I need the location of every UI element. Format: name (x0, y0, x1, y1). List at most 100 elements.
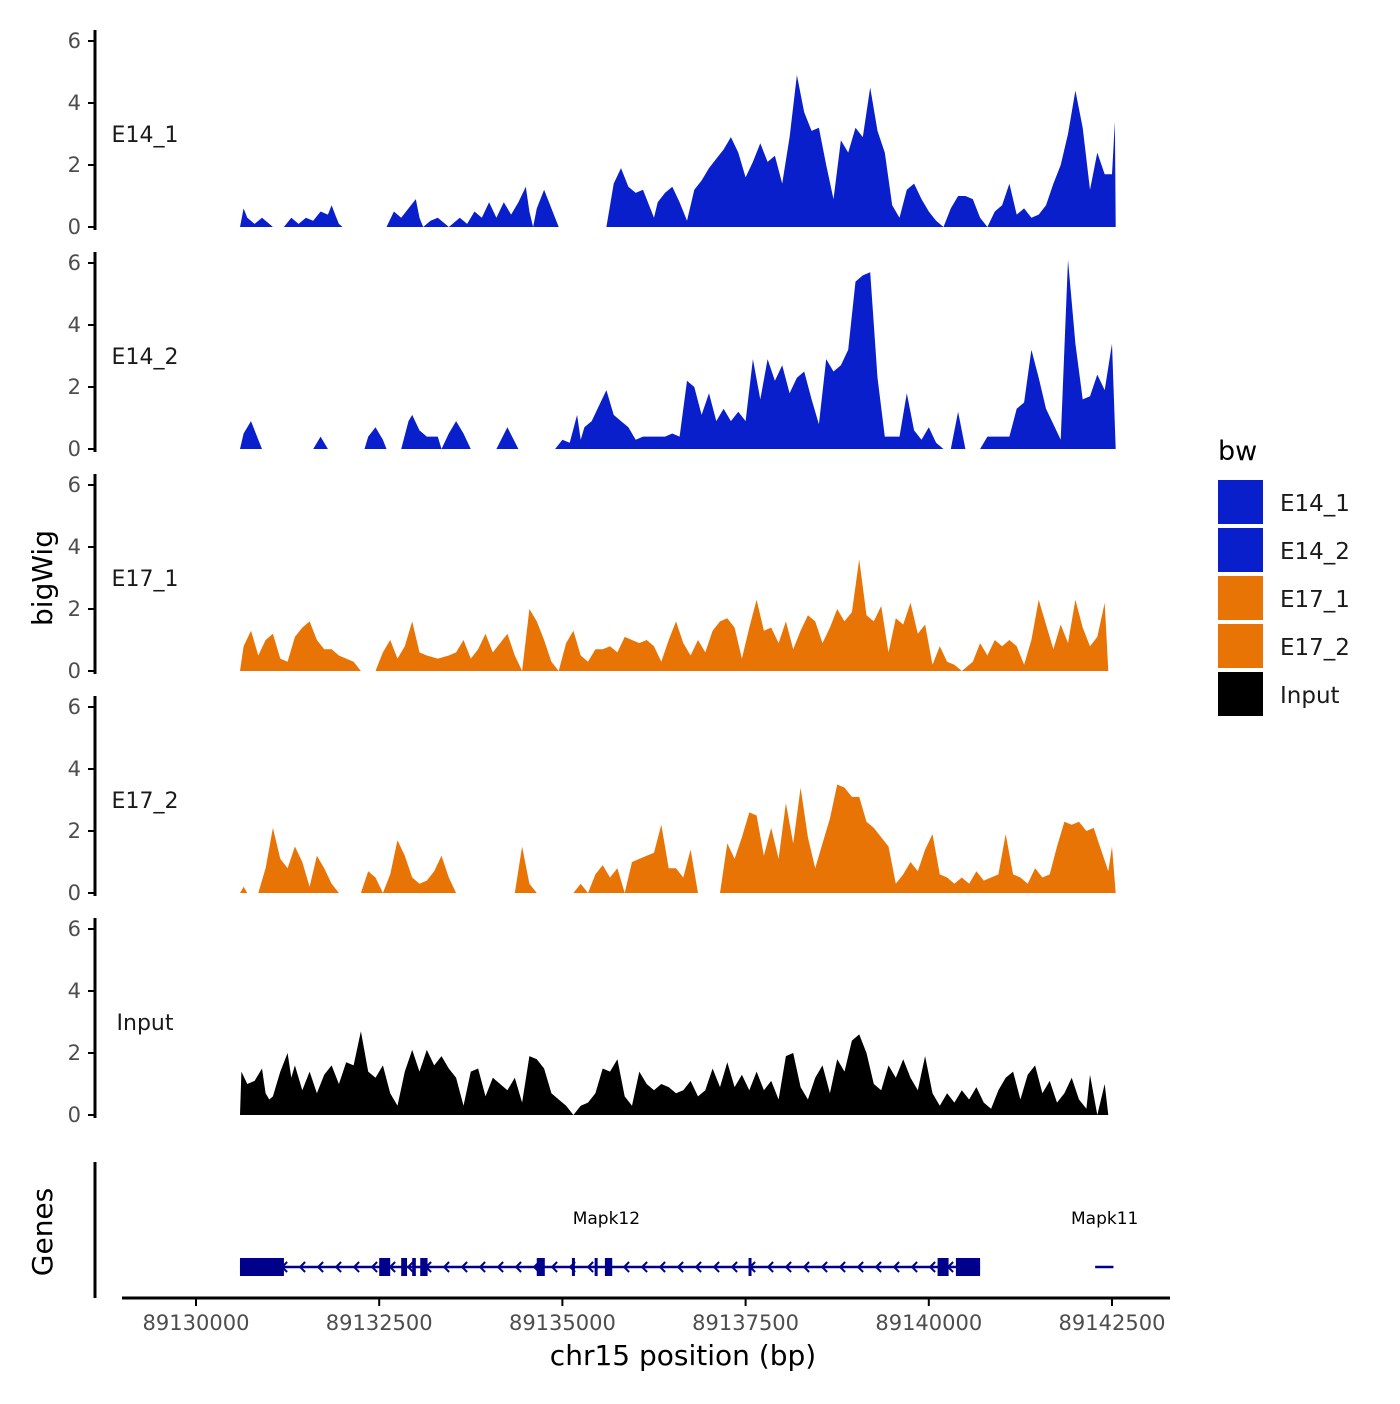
strand-arrow (442, 1261, 450, 1273)
strand-arrow (820, 1261, 828, 1273)
area-series-e14_1 (240, 75, 1116, 227)
legend-key-e14_1 (1218, 480, 1263, 524)
strand-arrow (406, 1261, 414, 1273)
strand-arrow (514, 1261, 522, 1273)
track-label-e17_2: E17_2 (112, 789, 179, 814)
strand-arrow (478, 1261, 486, 1273)
y-tick-label: 0 (68, 1103, 81, 1127)
strand-arrow (496, 1261, 504, 1273)
strand-arrow (712, 1261, 720, 1273)
x-axis: 89130000 89132500 89135000 89137500 89140000… (122, 1296, 1170, 1335)
y-tick-label: 0 (68, 437, 81, 461)
genes-panel: Mapk12 Mapk11 (93, 1162, 1138, 1298)
strand-arrow (622, 1261, 630, 1273)
track-label-e14_2: E14_2 (112, 345, 179, 370)
strand-arrow (658, 1261, 666, 1273)
y-tick-label: 6 (68, 29, 81, 53)
y-tick-label: 2 (68, 1041, 81, 1065)
gene-label: Mapk12 (573, 1209, 640, 1229)
area-series-input (240, 1031, 1109, 1115)
exon (571, 1258, 575, 1276)
strand-arrow (928, 1261, 936, 1273)
legend-key-e17_1 (1218, 576, 1263, 620)
strand-arrow (856, 1261, 864, 1273)
y-tick-label: 0 (68, 881, 81, 905)
strand-arrow (460, 1261, 468, 1273)
track-label-e17_1: E17_1 (112, 567, 179, 592)
legend-label-input: Input (1280, 683, 1340, 709)
track-panels: 0 2 4 6 E14_1 0 2 4 6 E14_2 0 2 4 6 E17_1 0 2 4 6 E17_2 0 2 4 6… (68, 29, 1116, 1127)
y-tick-label: 2 (68, 597, 81, 621)
x-tick-label: 89140000 (875, 1311, 982, 1335)
area-series-e17_1 (240, 559, 1109, 671)
legend: bw E14_1 E14_2 E17_1 E17_2 Input (1218, 436, 1350, 716)
strand-arrow (766, 1261, 774, 1273)
gene-mapk12: Mapk12 (239, 1209, 981, 1276)
area-series-e14_2 (240, 259, 1116, 449)
strand-arrow (298, 1261, 306, 1273)
x-tick-label: 89130000 (143, 1311, 250, 1335)
x-tick-label: 89132500 (326, 1311, 433, 1335)
y-tick-label: 6 (68, 251, 81, 275)
track-panel-e17_1: 0 2 4 6 E17_1 (68, 473, 1109, 683)
x-tick-label: 89137500 (692, 1311, 799, 1335)
exon (379, 1258, 391, 1276)
track-panel-input: 0 2 4 6 Input (68, 917, 1109, 1127)
strand-arrow (676, 1261, 684, 1273)
strand-arrow (550, 1261, 558, 1273)
track-panel-e14_2: 0 2 4 6 E14_2 (68, 251, 1116, 461)
track-label-input: Input (117, 1011, 174, 1036)
legend-label-e17_1: E17_1 (1280, 587, 1350, 613)
exon (401, 1258, 408, 1276)
strand-arrow (586, 1261, 594, 1273)
y-tick-label: 4 (68, 535, 81, 559)
y-tick-label: 0 (68, 215, 81, 239)
track-panel-e14_1: 0 2 4 6 E14_1 (68, 29, 1116, 239)
y-axis-title: bigWig (26, 530, 59, 626)
track-panel-e17_2: 0 2 4 6 E17_2 (68, 695, 1116, 905)
exon (536, 1258, 545, 1276)
strand-arrow (874, 1261, 882, 1273)
legend-label-e17_2: E17_2 (1280, 635, 1350, 661)
y-tick-label: 2 (68, 375, 81, 399)
strand-arrow (352, 1261, 360, 1273)
y-tick-label: 2 (68, 819, 81, 843)
x-tick-label: 89135000 (509, 1311, 616, 1335)
area-series-e17_2 (240, 784, 1116, 893)
y-tick-label: 0 (68, 659, 81, 683)
y-tick-label: 4 (68, 757, 81, 781)
exon (748, 1258, 752, 1276)
y-tick-label: 4 (68, 91, 81, 115)
strand-arrow (640, 1261, 648, 1273)
strand-arrow (802, 1261, 810, 1273)
legend-key-input (1218, 672, 1263, 716)
y-tick-label: 4 (68, 313, 81, 337)
legend-label-e14_2: E14_2 (1280, 539, 1350, 565)
y-tick-label: 6 (68, 695, 81, 719)
y-tick-label: 6 (68, 473, 81, 497)
legend-key-e14_2 (1218, 528, 1263, 572)
strand-arrow (334, 1261, 342, 1273)
strand-arrow (838, 1261, 846, 1273)
gene-label: Mapk11 (1071, 1209, 1138, 1229)
legend-key-e17_2 (1218, 624, 1263, 668)
strand-arrow (370, 1261, 378, 1273)
gene-mapk11: Mapk11 (1071, 1209, 1138, 1269)
strand-arrow (784, 1261, 792, 1273)
x-tick-label: 89142500 (1059, 1311, 1166, 1335)
legend-title: bw (1218, 436, 1257, 467)
strand-arrow (910, 1261, 918, 1273)
exon (937, 1258, 949, 1276)
strand-arrow (892, 1261, 900, 1273)
exon (594, 1258, 598, 1276)
strand-arrow (316, 1261, 324, 1273)
genes-axis-title: Genes (26, 1188, 59, 1276)
exon (239, 1258, 284, 1276)
strand-arrow (730, 1261, 738, 1273)
x-axis-title: chr15 position (bp) (550, 1339, 816, 1372)
legend-label-e14_1: E14_1 (1280, 491, 1350, 517)
y-tick-label: 6 (68, 917, 81, 941)
exon (420, 1258, 428, 1276)
